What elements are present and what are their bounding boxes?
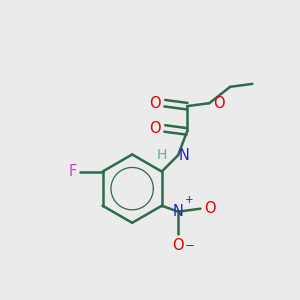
Text: N: N [173, 204, 184, 219]
Text: F: F [68, 164, 77, 179]
Text: O: O [172, 238, 184, 253]
Text: N: N [179, 148, 190, 163]
Text: −: − [185, 239, 194, 252]
Text: O: O [149, 96, 161, 111]
Text: O: O [149, 121, 161, 136]
Text: H: H [156, 148, 167, 162]
Text: +: + [185, 195, 193, 205]
Text: O: O [204, 201, 216, 216]
Text: O: O [213, 96, 224, 111]
